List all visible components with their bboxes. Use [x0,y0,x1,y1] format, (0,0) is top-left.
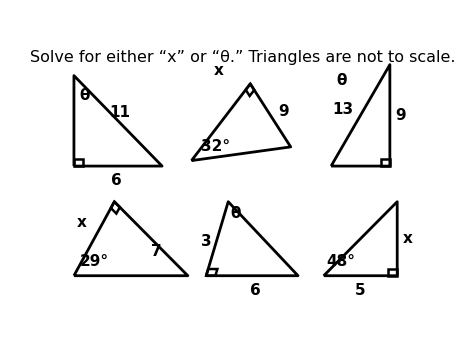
Text: Solve for either “x” or “θ.” Triangles are not to scale.: Solve for either “x” or “θ.” Triangles a… [30,49,456,64]
Text: 9: 9 [395,108,406,123]
Text: θ: θ [80,88,90,103]
Text: 48°: 48° [327,254,356,269]
Text: 32°: 32° [201,139,230,154]
Text: 9: 9 [278,104,289,119]
Text: 13: 13 [332,103,353,117]
Text: 7: 7 [151,244,162,259]
Text: 6: 6 [250,283,261,298]
Text: 6: 6 [111,173,121,188]
Text: 11: 11 [109,105,130,120]
Text: 3: 3 [201,234,212,249]
Text: x: x [214,63,224,78]
Text: θ: θ [337,73,347,88]
Text: 5: 5 [355,283,366,298]
Text: θ: θ [230,206,240,221]
Text: x: x [403,231,412,246]
Text: x: x [77,215,87,230]
Text: 29°: 29° [80,254,109,269]
